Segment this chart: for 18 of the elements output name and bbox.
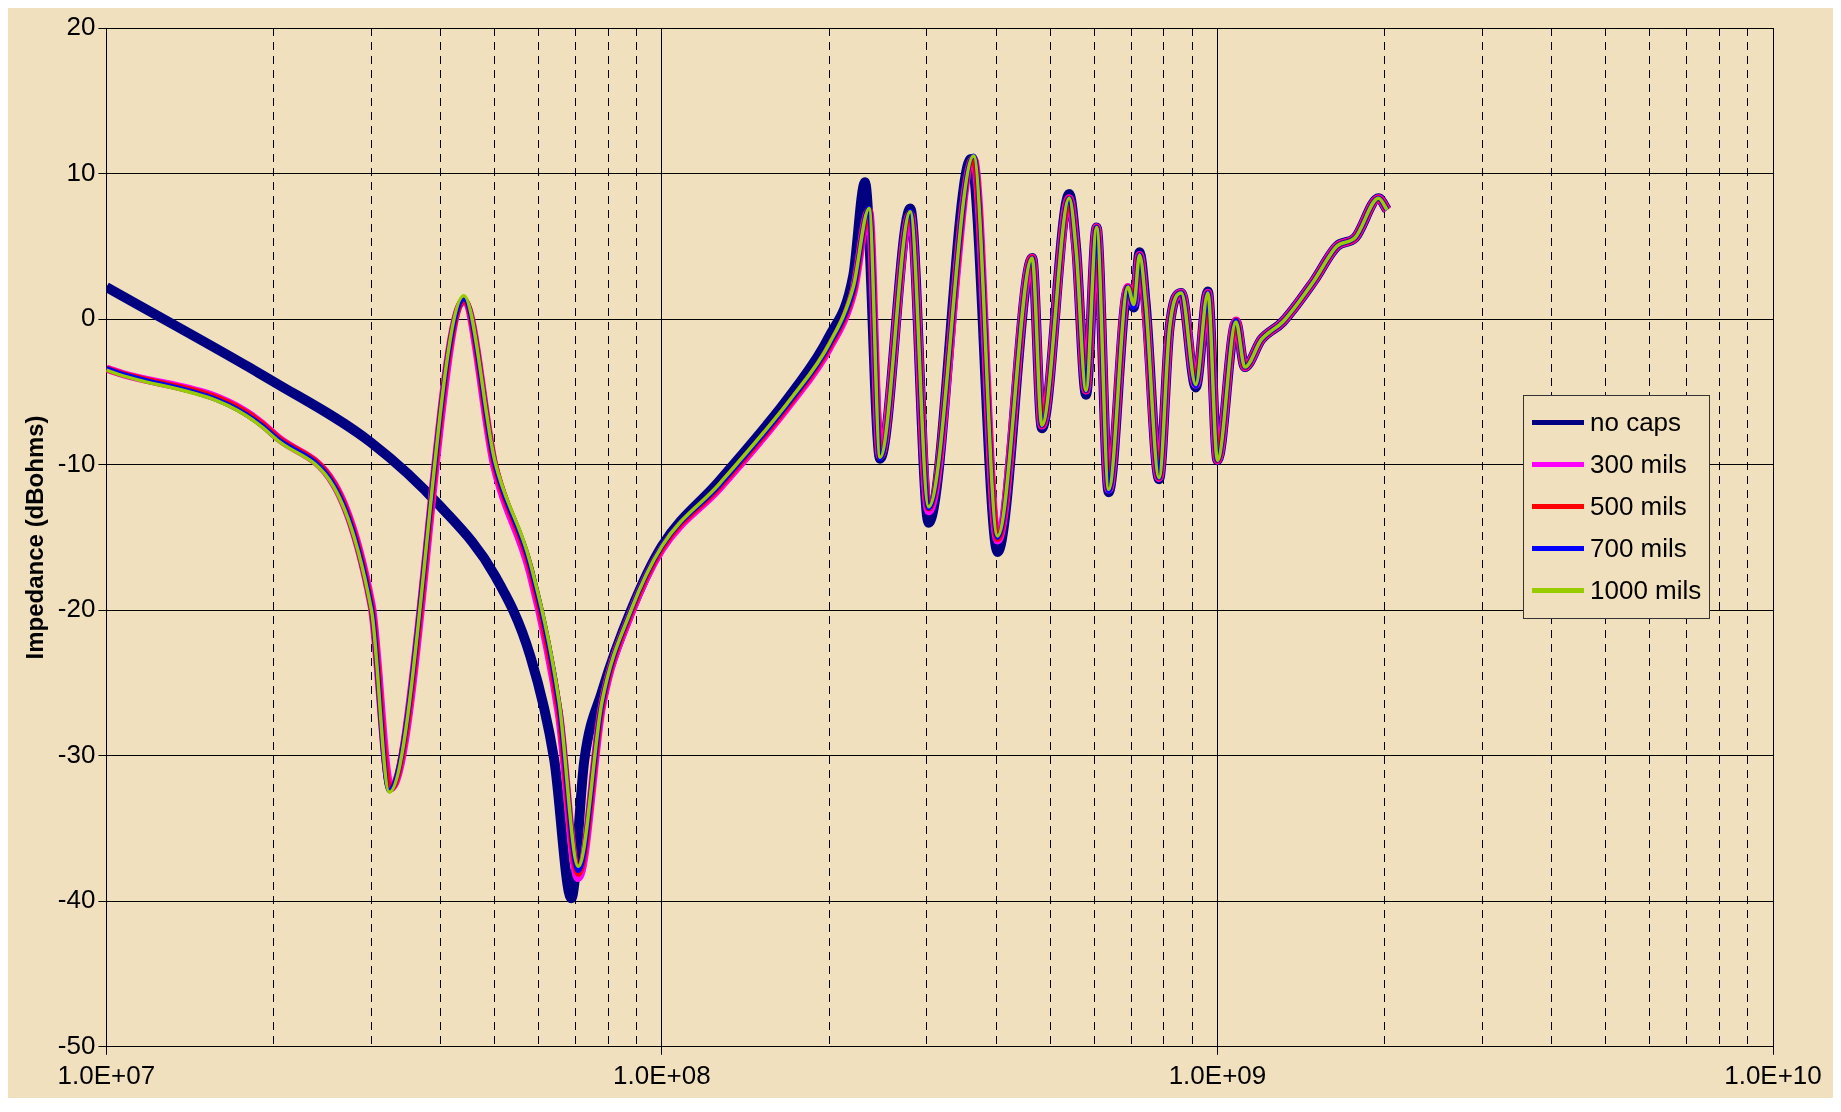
x-tick-label: 1.0E+09 — [1168, 1059, 1267, 1090]
legend-label: 300 mils — [1590, 449, 1687, 481]
x-tick-label: 1.0E+08 — [613, 1059, 711, 1090]
y-tick-label: 20 — [66, 11, 96, 42]
y-tick-label: -30 — [57, 738, 96, 769]
legend-label: 700 mils — [1590, 533, 1687, 565]
x-tick-label: 1.0E+10 — [1724, 1059, 1822, 1090]
y-axis-title: Impedance (dBohms) — [21, 415, 49, 660]
y-tick-label: -20 — [57, 593, 96, 624]
y-tick-label: 0 — [80, 302, 96, 333]
y-tick-label: 10 — [66, 156, 96, 187]
legend-label: no caps — [1590, 407, 1682, 439]
y-tick-label: -40 — [57, 884, 96, 915]
y-tick-label: -50 — [57, 1029, 96, 1060]
y-tick-label: -10 — [57, 447, 96, 478]
x-tick-label: 1.0E+07 — [57, 1059, 156, 1090]
legend-label: 1000 mils — [1590, 575, 1702, 607]
legend-label: 500 mils — [1590, 491, 1687, 523]
